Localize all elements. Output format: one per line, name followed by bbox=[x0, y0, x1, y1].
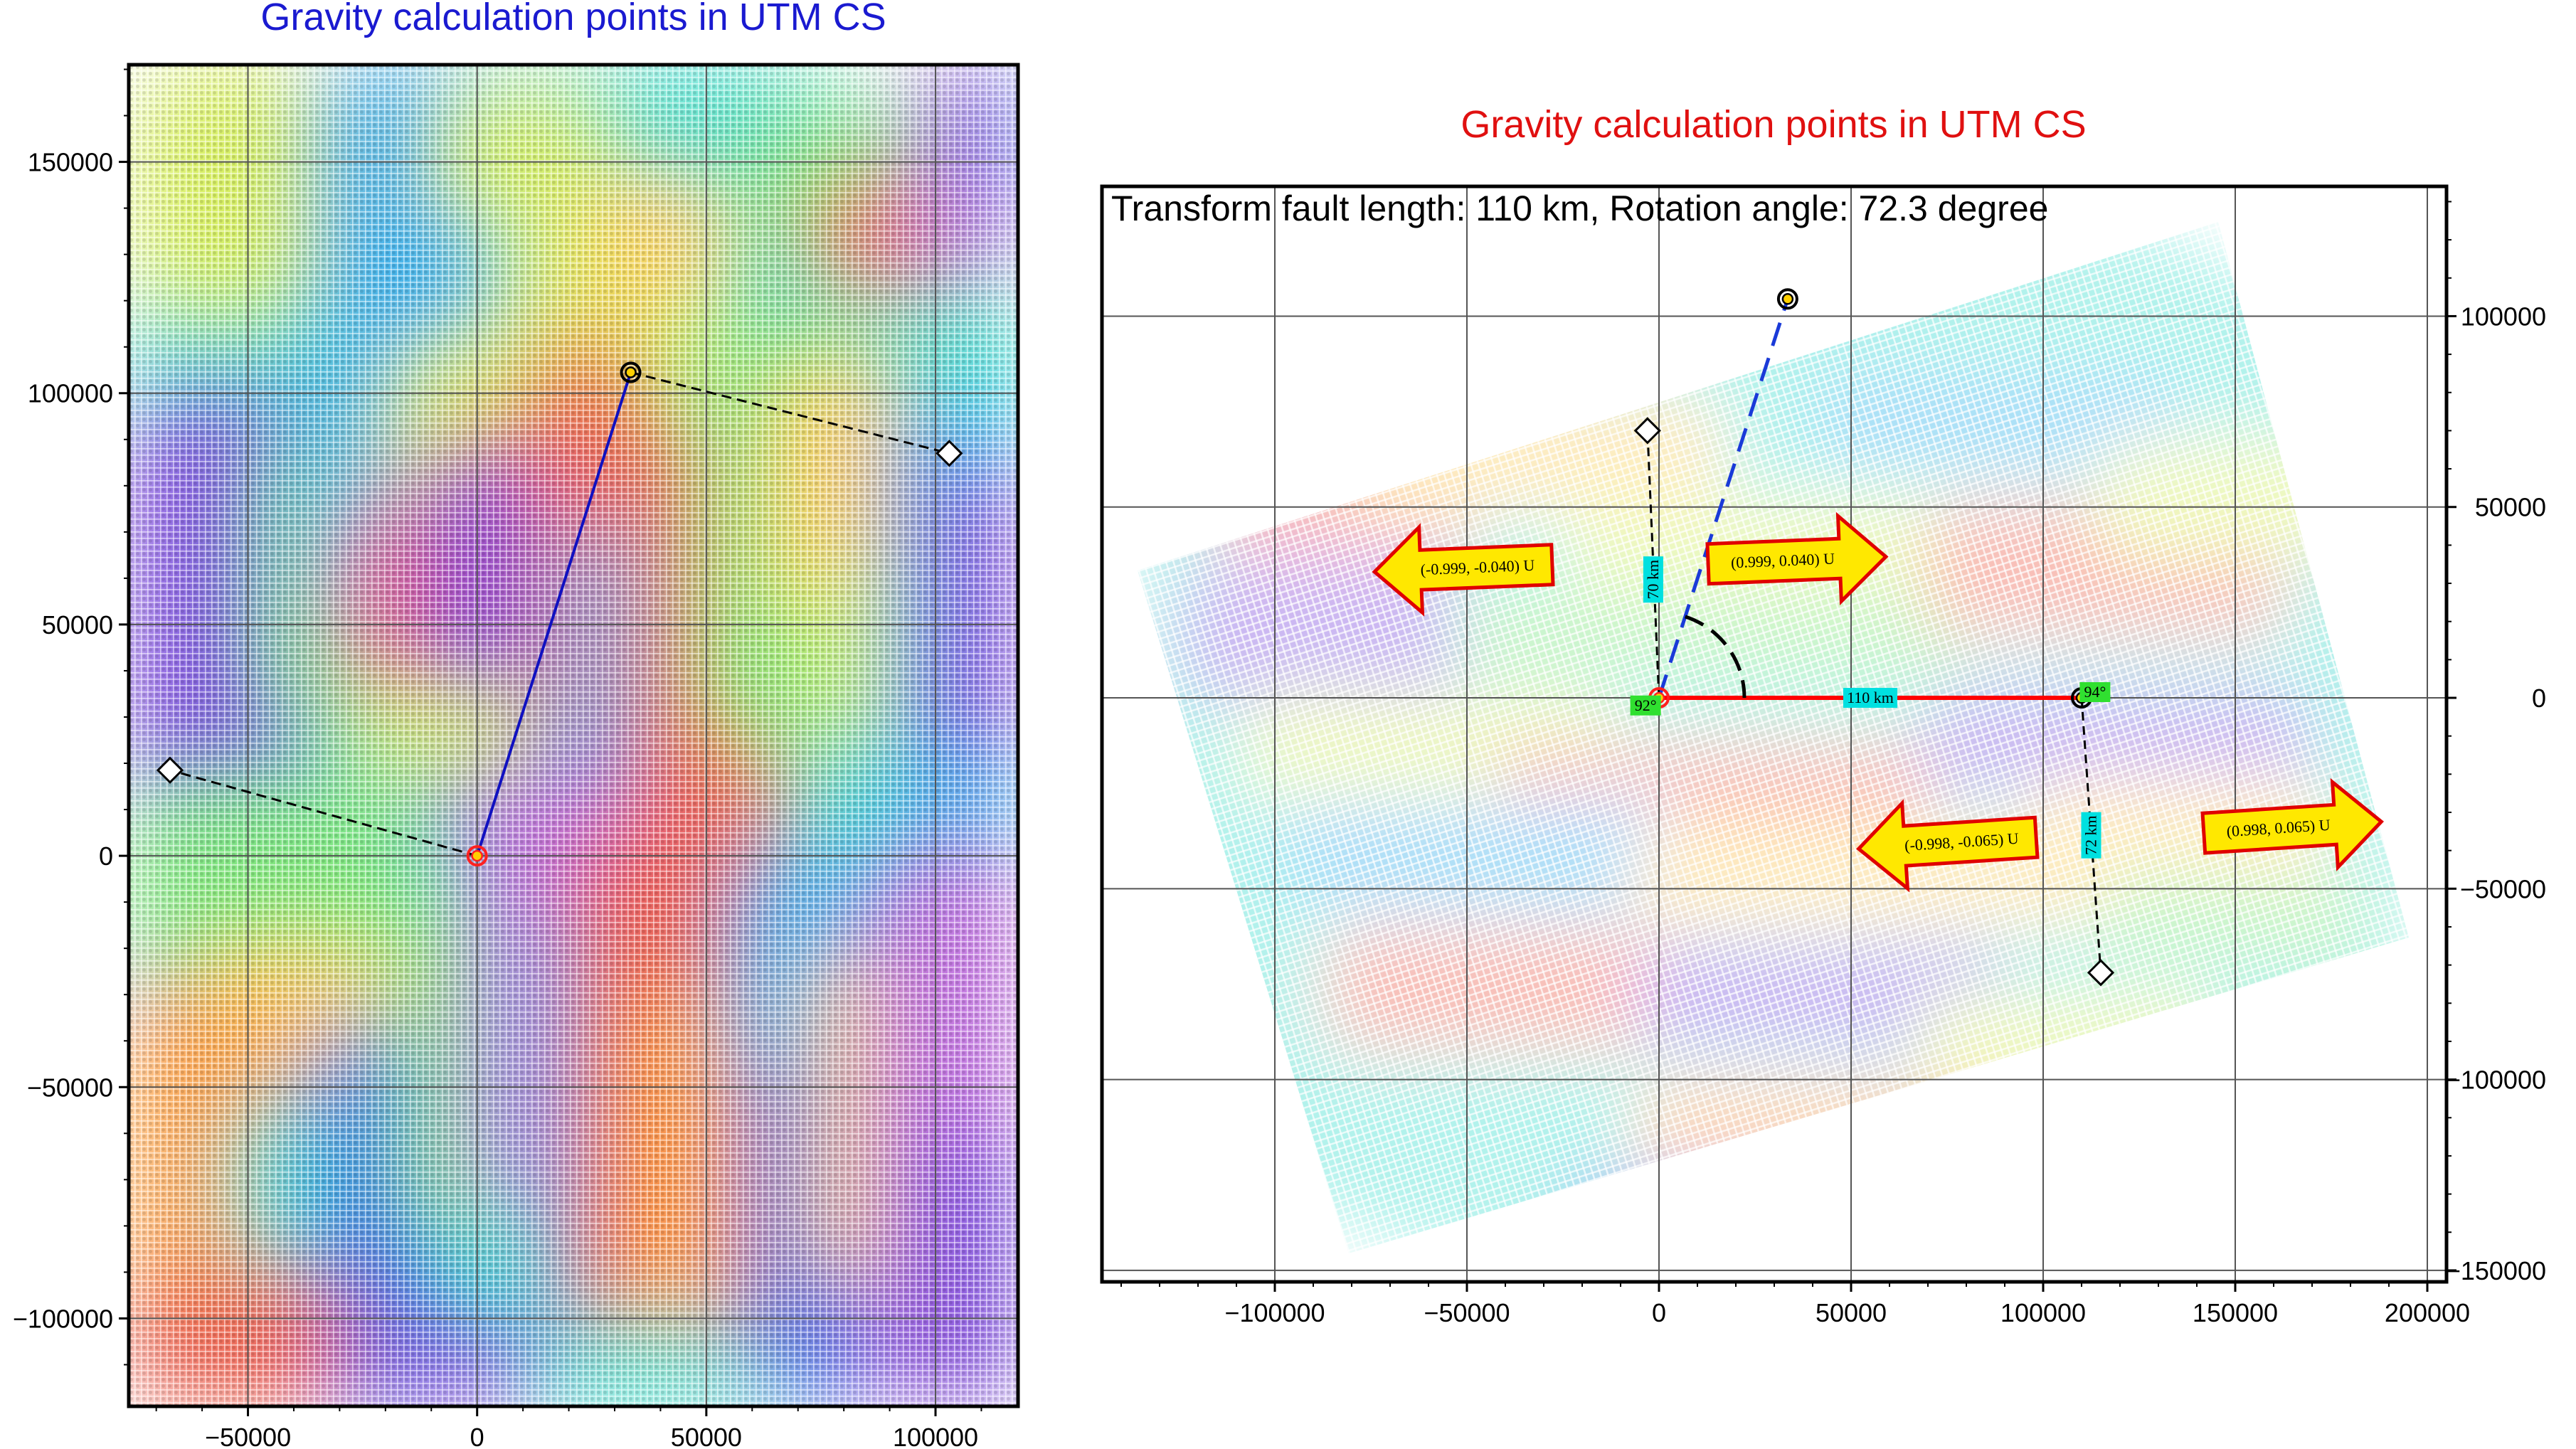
x-tick-label: 50000 bbox=[671, 1423, 742, 1449]
profile-1-length-label: 70 km bbox=[1643, 556, 1663, 603]
y-tick-label: −150000 bbox=[2446, 1256, 2546, 1285]
fault-length-label-text: 110 km bbox=[1847, 689, 1894, 706]
vector-arrow: (0.998, 0.065) U bbox=[2200, 777, 2385, 872]
y-tick-label: −50000 bbox=[27, 1073, 113, 1102]
point-marker-core bbox=[625, 366, 637, 378]
left-frame bbox=[127, 63, 1020, 1408]
left-ticks: −50000 0 50000 100000 −100000 −50000 0 50000 100… bbox=[13, 68, 982, 1449]
angle-end-label-box bbox=[2079, 681, 2111, 702]
left-title: Gravity calculation points in UTM CS bbox=[260, 0, 886, 38]
x-tick-label: 200000 bbox=[2385, 1298, 2470, 1327]
point-grid-texture bbox=[129, 65, 1018, 1406]
y-tick-label: −100000 bbox=[13, 1304, 113, 1333]
y-tick-label: 50000 bbox=[2475, 493, 2546, 522]
right-title: Gravity calculation points in UTM CS bbox=[1461, 103, 2086, 146]
right-field bbox=[1138, 222, 2409, 1253]
x-tick-label: 150000 bbox=[2193, 1298, 2278, 1327]
point-marker-ring bbox=[620, 361, 642, 383]
angle-start-label: 92° bbox=[1630, 695, 1661, 716]
x-tick-label: 100000 bbox=[2000, 1298, 2086, 1327]
x-tick-label: 0 bbox=[470, 1423, 484, 1449]
point-marker-ring bbox=[1776, 288, 1798, 310]
left-overlay bbox=[156, 361, 963, 867]
x-tick-label: −100000 bbox=[1224, 1298, 1325, 1327]
diamond-marker bbox=[935, 440, 963, 467]
vector-arrow-label: (0.999, 0.040) U bbox=[1731, 550, 1835, 572]
x-tick-label: −50000 bbox=[1424, 1298, 1510, 1327]
profile-1-length-label-box bbox=[1643, 556, 1663, 603]
profile-2-length-label: 72 km bbox=[2081, 812, 2101, 859]
y-tick-label: 0 bbox=[2532, 684, 2546, 713]
left-field bbox=[129, 65, 1018, 1406]
x-tick-label: −50000 bbox=[205, 1423, 291, 1449]
y-tick-label: 100000 bbox=[2461, 302, 2546, 331]
right-overlay: 110 km 70 km 72 km 92° 94° (-0.999, -0.040) U… bbox=[1372, 288, 2385, 987]
point-marker-core bbox=[471, 849, 483, 862]
y-tick-label: 100000 bbox=[28, 379, 113, 408]
y-tick-label: 150000 bbox=[28, 148, 113, 177]
vector-arrow: (0.999, 0.040) U bbox=[1705, 511, 1889, 606]
fault-length-label-box bbox=[1843, 688, 1897, 708]
point-marker-ring bbox=[466, 845, 488, 867]
vector-arrow-body bbox=[1705, 511, 1889, 606]
profile-1-length-label-text: 70 km bbox=[1644, 560, 1662, 600]
left-panel: Gravity calculation points in UTM CS −50… bbox=[13, 0, 1020, 1449]
profile-2-length-label-text: 72 km bbox=[2082, 815, 2100, 855]
diamond-marker bbox=[1633, 417, 1661, 445]
profile-1-line bbox=[169, 769, 478, 857]
x-tick-label: 50000 bbox=[1816, 1298, 1887, 1327]
y-tick-label: −50000 bbox=[2460, 874, 2546, 903]
right-panel: Gravity calculation points in UTM CS −10… bbox=[1100, 103, 2546, 1327]
diamond-marker bbox=[2087, 959, 2115, 987]
vector-arrow-body bbox=[1372, 523, 1555, 617]
right-ticks: −100000 −50000 0 50000 100000 150000 200000 −15… bbox=[1120, 201, 2546, 1327]
fault-trace-line bbox=[475, 371, 632, 856]
angle-end-label: 94° bbox=[2079, 681, 2111, 702]
diamond-marker bbox=[156, 756, 184, 784]
angle-start-label-box bbox=[1630, 695, 1661, 716]
profile-2-line bbox=[2080, 697, 2102, 973]
angle-end-label-text: 94° bbox=[2084, 683, 2106, 701]
profile-2-length-label-box bbox=[2081, 812, 2101, 859]
angle-start-label-text: 92° bbox=[1635, 696, 1657, 714]
y-tick-label: 0 bbox=[99, 842, 113, 871]
vector-arrow-body bbox=[1855, 799, 2040, 893]
right-annotation: Transform fault length: 110 km, Rotation… bbox=[1111, 189, 2048, 228]
original-trace-line bbox=[1657, 298, 1790, 699]
point-marker-core bbox=[1781, 293, 1794, 305]
x-tick-label: 100000 bbox=[893, 1423, 978, 1449]
right-grid bbox=[1102, 186, 2447, 1282]
y-tick-label: −100000 bbox=[2446, 1066, 2546, 1095]
left-grid bbox=[129, 65, 1018, 1406]
rotation-angle-arc bbox=[1685, 615, 1747, 699]
y-tick-label: 50000 bbox=[42, 610, 113, 639]
profile-2-line bbox=[630, 371, 950, 455]
vector-arrow-body bbox=[2200, 777, 2385, 872]
field-blob bbox=[1565, 1167, 1835, 1252]
fault-length-label: 110 km bbox=[1843, 688, 1897, 708]
vector-arrow: (-0.999, -0.040) U bbox=[1372, 523, 1555, 617]
x-tick-label: 0 bbox=[1652, 1298, 1666, 1327]
vector-arrow: (-0.998, -0.065) U bbox=[1855, 799, 2040, 893]
